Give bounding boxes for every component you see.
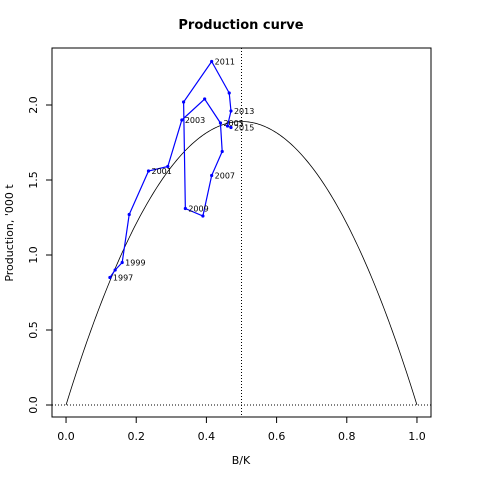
y-tick-label: 1.0	[27, 246, 40, 264]
data-point-2007	[210, 173, 214, 178]
year-label-2005: 2005	[223, 119, 243, 128]
x-tick-label: 0.0	[57, 430, 75, 443]
year-label-2013: 2013	[234, 107, 254, 116]
chart-title: Production curve	[178, 18, 303, 33]
y-tick-label: 0.0	[27, 396, 40, 414]
data-point-2011	[210, 59, 214, 64]
year-label-2003: 2003	[185, 116, 205, 125]
plot-area: 1997 1999 2001 2003 2005 2007 2009 2011 2013 2015	[52, 48, 431, 417]
y-axis: 0.0 0.5 1.0 1.5 2.0	[27, 96, 52, 414]
year-label-2001: 2001	[152, 167, 172, 176]
year-label-2015: 2015	[234, 124, 254, 133]
data-point-2005	[218, 121, 223, 125]
x-tick-label: 0.4	[198, 430, 216, 443]
y-axis-label: Production, '000 t	[3, 184, 16, 282]
year-label-2011: 2011	[215, 58, 235, 67]
data-point-2013	[229, 109, 233, 113]
plot-frame	[51, 47, 432, 418]
x-axis: 0.0 0.2 0.4 0.6 0.8 1.0	[57, 417, 426, 443]
year-label-2007: 2007	[215, 172, 235, 181]
x-tick-label: 0.6	[268, 430, 286, 443]
data-point-2000	[127, 212, 131, 217]
x-tick-label: 1.0	[408, 430, 426, 443]
data-point-2002	[166, 164, 170, 169]
year-label-2009: 2009	[188, 205, 208, 214]
data-point-2015	[229, 125, 233, 130]
data-point-2006	[220, 149, 224, 154]
data-point-2010	[181, 100, 186, 104]
data-point-2012	[227, 91, 231, 95]
data-point-2003	[180, 118, 184, 122]
data-point-2004	[203, 97, 207, 101]
y-tick-label: 1.5	[27, 171, 40, 189]
data-point-1998	[113, 268, 117, 272]
data-point-1999	[120, 260, 124, 265]
data-point-2014	[225, 124, 230, 128]
year-label-1997: 1997	[113, 274, 133, 283]
data-point-1997	[108, 275, 112, 280]
x-tick-label: 0.2	[127, 430, 145, 443]
x-axis-label: B/K	[232, 454, 251, 467]
y-tick-label: 0.5	[27, 321, 40, 339]
y-tick-label: 2.0	[27, 96, 40, 114]
year-label-1999: 1999	[125, 259, 145, 268]
data-point-2001	[146, 169, 151, 173]
x-tick-label: 0.8	[338, 430, 356, 443]
data-point-2009	[183, 206, 187, 211]
data-point-2008	[201, 214, 205, 218]
